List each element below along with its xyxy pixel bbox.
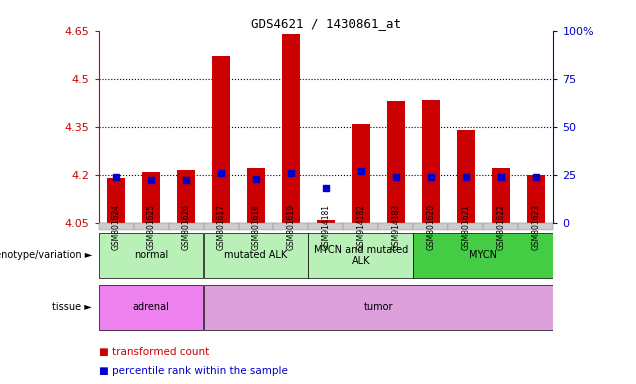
Text: GSM914182: GSM914182 xyxy=(356,204,366,250)
Text: GSM801624: GSM801624 xyxy=(111,204,121,250)
FancyBboxPatch shape xyxy=(204,285,553,329)
Bar xyxy=(457,130,474,223)
Text: GSM801623: GSM801623 xyxy=(531,204,541,250)
Text: GSM801626: GSM801626 xyxy=(181,204,191,250)
Text: MYCN: MYCN xyxy=(469,250,497,260)
Text: GSM801619: GSM801619 xyxy=(286,204,296,250)
Text: GSM801618: GSM801618 xyxy=(251,204,261,250)
Text: GSM801620: GSM801620 xyxy=(426,204,436,250)
Text: normal: normal xyxy=(134,250,168,260)
Bar xyxy=(177,170,195,223)
Bar xyxy=(107,178,125,223)
Text: adrenal: adrenal xyxy=(133,302,169,312)
Text: GSM801617: GSM801617 xyxy=(216,204,226,250)
Bar xyxy=(387,101,404,223)
Text: tissue ►: tissue ► xyxy=(52,302,92,312)
Text: tumor: tumor xyxy=(364,302,393,312)
Bar xyxy=(527,175,544,223)
Text: mutated ALK: mutated ALK xyxy=(225,250,287,260)
Text: GSM914181: GSM914181 xyxy=(321,204,331,250)
FancyBboxPatch shape xyxy=(308,233,413,278)
Bar xyxy=(212,56,230,223)
Bar xyxy=(142,172,160,223)
Bar xyxy=(317,220,335,223)
Text: GSM801621: GSM801621 xyxy=(461,204,471,250)
Bar xyxy=(492,168,509,223)
Text: MYCN and mutated
ALK: MYCN and mutated ALK xyxy=(314,245,408,266)
Text: GSM914183: GSM914183 xyxy=(391,204,401,250)
Text: GSM801625: GSM801625 xyxy=(146,204,156,250)
Text: GSM801622: GSM801622 xyxy=(496,204,506,250)
FancyBboxPatch shape xyxy=(204,233,308,278)
FancyBboxPatch shape xyxy=(99,285,203,329)
FancyBboxPatch shape xyxy=(413,233,553,278)
Bar xyxy=(247,168,265,223)
Text: ■ transformed count: ■ transformed count xyxy=(99,347,209,357)
Text: ■ percentile rank within the sample: ■ percentile rank within the sample xyxy=(99,366,287,376)
Title: GDS4621 / 1430861_at: GDS4621 / 1430861_at xyxy=(251,17,401,30)
Text: genotype/variation ►: genotype/variation ► xyxy=(0,250,92,260)
FancyBboxPatch shape xyxy=(99,233,203,278)
Bar xyxy=(282,34,300,223)
Bar xyxy=(352,124,370,223)
Bar xyxy=(422,99,439,223)
